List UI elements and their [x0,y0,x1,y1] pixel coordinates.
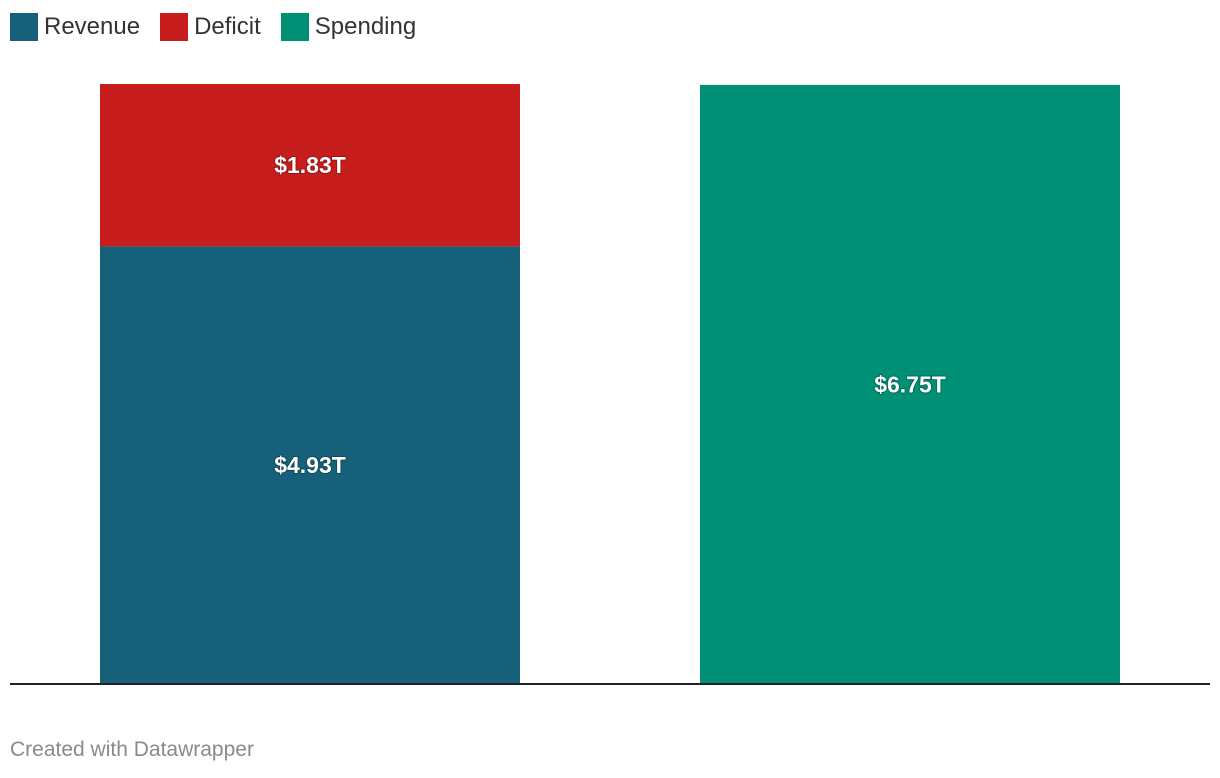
chart-credit: Created with Datawrapper [10,738,254,761]
bar-revenue [100,246,520,685]
legend-label-revenue: Revenue [44,13,141,40]
legend-label-spending: Spending [314,13,417,40]
bar-spending [700,84,1120,684]
bar-deficit [100,84,520,247]
data-label-spending: $6.75T [874,371,946,397]
stacked-bar-chart: $4.93T $1.83T $6.75T [10,84,1210,685]
legend-item-deficit: Deficit [160,13,261,41]
legend-label-deficit: Deficit [194,13,261,40]
legend-swatch-spending [280,13,309,41]
legend-item-revenue: Revenue [10,13,140,41]
legend-swatch-revenue [10,13,38,41]
legend-item-spending: Spending [280,13,417,41]
data-label-revenue: $4.93T [274,452,346,478]
legend-swatch-deficit [160,13,189,41]
chart-legend: Revenue Deficit Spending [10,12,436,42]
data-label-deficit: $1.83T [274,152,346,178]
